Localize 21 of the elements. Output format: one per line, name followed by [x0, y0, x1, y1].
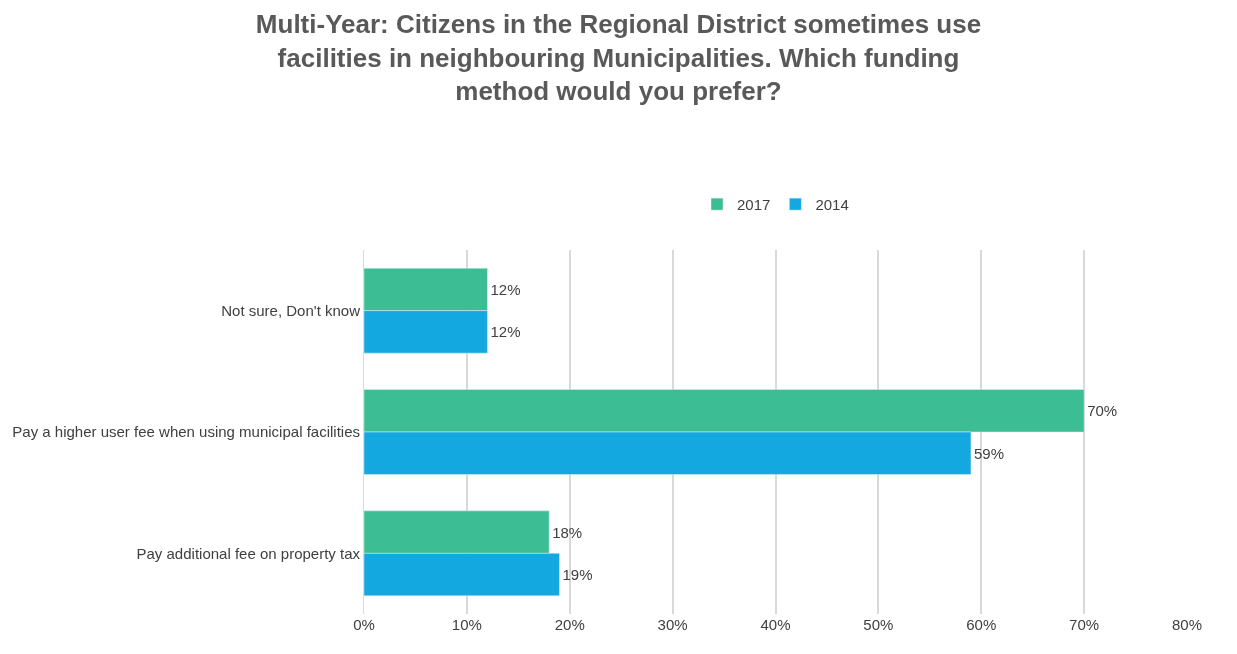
x-tick-label: 50% [863, 616, 894, 633]
data-label: 12% [490, 323, 521, 341]
data-label: 70% [1087, 402, 1118, 420]
legend-label: 2017 [737, 195, 771, 213]
x-tick-label: 80% [1171, 616, 1203, 633]
x-tick-label: 70% [1069, 616, 1100, 633]
x-tick-label: 40% [760, 616, 791, 633]
y-tick-label: Pay additional fee on property tax [136, 544, 361, 562]
x-tick-label: 20% [554, 616, 585, 633]
data-label: 59% [973, 444, 1004, 462]
x-tick-label: 60% [966, 616, 997, 633]
y-tick-label: Pay a higher user fee when using municipal facilities [12, 423, 360, 441]
data-label: 18% [552, 523, 583, 541]
y-tick-label: Not sure, Don't know [221, 301, 361, 319]
x-tick-label: 30% [657, 616, 688, 633]
data-label: 19% [562, 566, 593, 584]
legend-label: 2014 [815, 195, 849, 213]
data-label: 12% [490, 280, 521, 298]
chart-title: Multi-Year: Citizens in the Regional District sometimes use facilities in neighbouring Municipalities. Which funding method would you prefer? [255, 8, 982, 107]
x-tick-label: 0% [353, 616, 375, 633]
x-tick-label: 10% [451, 616, 482, 633]
